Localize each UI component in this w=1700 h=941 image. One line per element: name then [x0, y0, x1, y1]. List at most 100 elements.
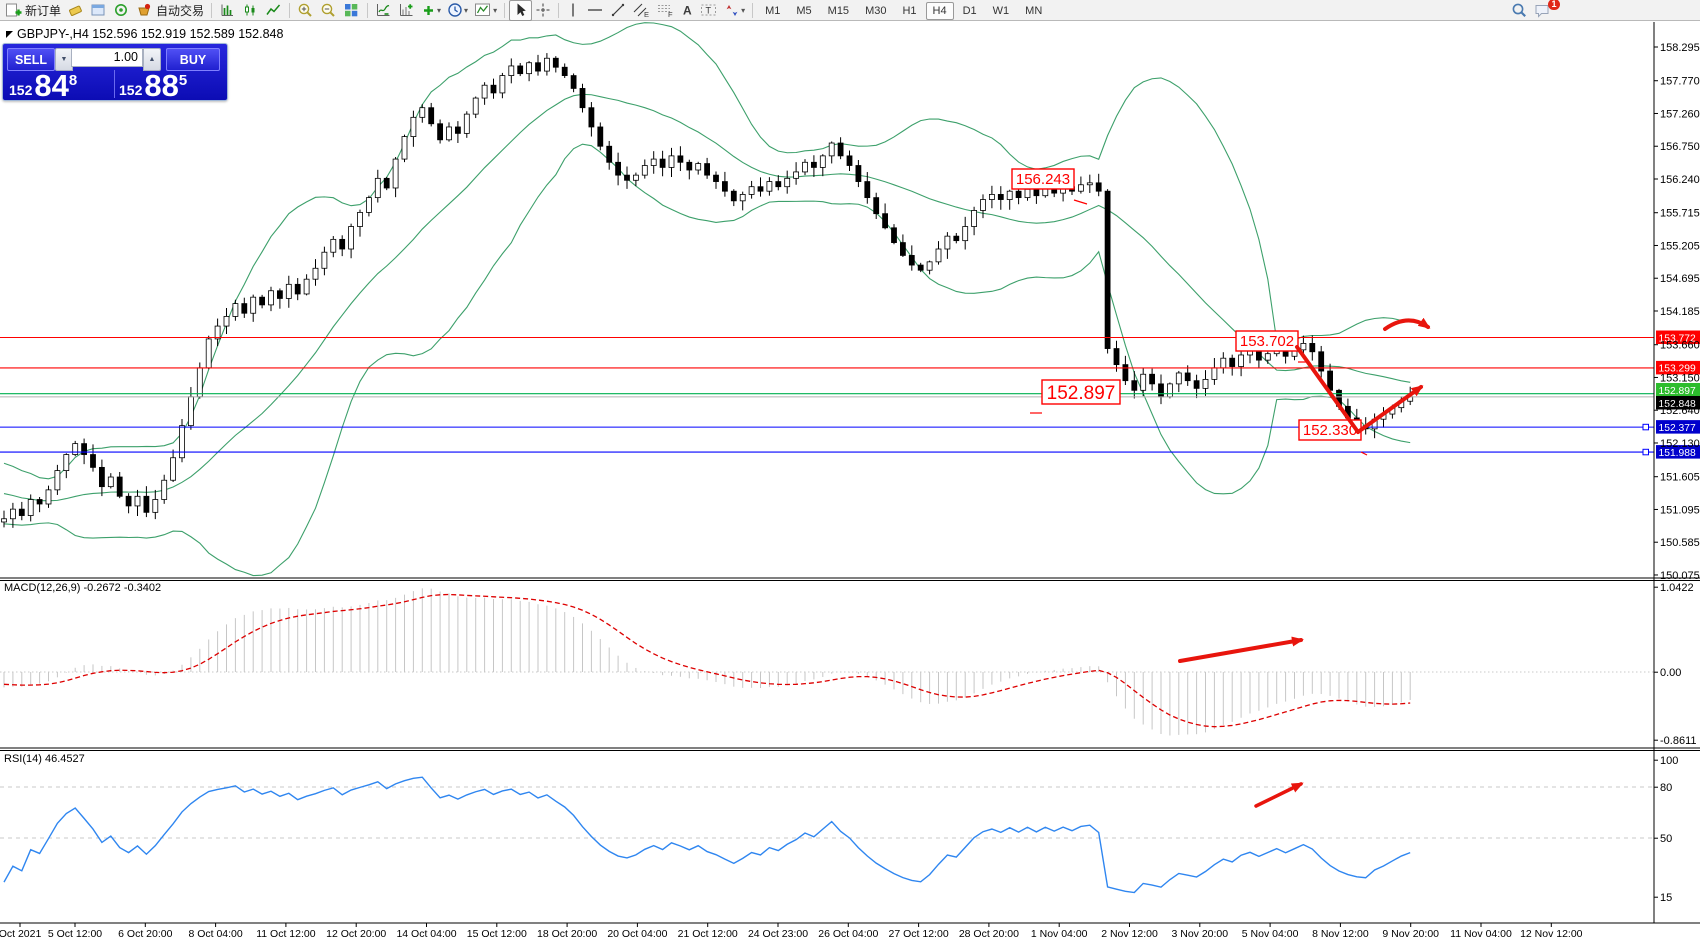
candle-body: [116, 476, 123, 497]
arrows-tool-dropdown[interactable]: ▾: [721, 1, 748, 20]
auto-trading-button[interactable]: 自动交易: [133, 1, 207, 20]
time-axis-label[interactable]: 11 Oct 12:00: [256, 928, 316, 940]
time-axis-label[interactable]: 15 Oct 12:00: [467, 928, 527, 940]
time-axis-label[interactable]: 8 Nov 12:00: [1312, 928, 1369, 940]
signal-button[interactable]: [110, 1, 133, 20]
eraser-button[interactable]: [64, 1, 87, 20]
time-axis-label[interactable]: 5 Oct 12:00: [48, 928, 102, 940]
time-axis-label[interactable]: 18 Oct 20:00: [537, 928, 597, 940]
timeframe-h1[interactable]: H1: [902, 5, 917, 17]
candle-body: [1229, 357, 1236, 367]
buy-button[interactable]: BUY: [166, 48, 220, 71]
price-label-object[interactable]: 153.702: [1235, 330, 1308, 363]
timeframe-h4[interactable]: H4: [925, 2, 954, 20]
fibonacci-tool-button[interactable]: F: [653, 1, 677, 20]
price-label-object[interactable]: 156.243: [1011, 168, 1088, 205]
candle-body: [650, 158, 657, 166]
label-text: 156.243: [1016, 171, 1070, 188]
horizontal-line-tool-button[interactable]: [583, 1, 607, 20]
chart-title-text: GBPJPY-,H4 152.596 152.919 152.589 152.8…: [17, 27, 284, 41]
time-axis-label[interactable]: 11 Nov 04:00: [1450, 928, 1512, 940]
timeframe-m5[interactable]: M5: [796, 5, 812, 17]
volume-increase-button[interactable]: ▲: [143, 48, 161, 71]
price-axis-label: 157.260: [1660, 108, 1700, 120]
template-dropdown[interactable]: ▾: [471, 1, 500, 20]
candle-body: [1211, 367, 1218, 380]
time-axis-label[interactable]: 2 Nov 12:00: [1101, 928, 1158, 940]
line-handle[interactable]: [1642, 448, 1649, 456]
market-watch-button[interactable]: [87, 1, 110, 20]
macd-label: MACD(12,26,9) -0.2672 -0.3402: [4, 582, 162, 594]
sell-price[interactable]: 152 84 8: [9, 70, 77, 101]
timeframe-w1[interactable]: W1: [992, 5, 1010, 17]
time-axis-label[interactable]: Oct 2021: [0, 928, 41, 940]
time-axis-label[interactable]: 21 Oct 12:00: [678, 928, 738, 940]
time-axis-label[interactable]: 6 Oct 20:00: [118, 928, 172, 940]
time-axis-label[interactable]: 9 Nov 20:00: [1382, 928, 1439, 940]
time-axis-label[interactable]: 12 Oct 20:00: [326, 928, 386, 940]
time-axis-label[interactable]: 8 Oct 04:00: [188, 928, 242, 940]
time-axis-label[interactable]: 12 Nov 12:00: [1520, 928, 1583, 940]
label-box: [1235, 330, 1299, 352]
time-axis-label[interactable]: 14 Oct 04:00: [396, 928, 456, 940]
time-axis-label[interactable]: 20 Oct 04:00: [607, 928, 667, 940]
cursor-tool-button[interactable]: [509, 0, 533, 21]
candlestick-chart-button[interactable]: [239, 1, 262, 20]
channel-tool-button[interactable]: E: [629, 1, 653, 20]
tile-windows-button[interactable]: [340, 1, 363, 20]
template-icon: [474, 2, 492, 18]
price-up-arrow[interactable]: [1356, 385, 1424, 434]
reversal-hook-arrow[interactable]: [1383, 317, 1431, 331]
vertical-line-icon: [566, 2, 580, 18]
timeframe-mn[interactable]: MN: [1025, 5, 1043, 17]
timeframe-d1[interactable]: D1: [962, 5, 977, 17]
label-tool-button[interactable]: T: [697, 1, 721, 20]
price-path-line[interactable]: [1295, 345, 1360, 434]
timeframe-m1[interactable]: M1: [765, 5, 781, 17]
indicators-button[interactable]: [372, 1, 395, 20]
bar-chart-button[interactable]: [216, 1, 239, 20]
price-label-object[interactable]: 152.330: [1298, 419, 1368, 456]
price-tag-text: 153.772: [1659, 333, 1696, 344]
time-axis-label[interactable]: 5 Nov 04:00: [1242, 928, 1299, 940]
time-axis-label[interactable]: 27 Oct 12:00: [889, 928, 949, 940]
candle-body: [9, 508, 16, 520]
candle-body: [241, 303, 248, 314]
price-label-object[interactable]: 152.897: [1030, 379, 1121, 414]
notifications-button[interactable]: 1: [1531, 0, 1560, 20]
zoom-out-button[interactable]: [317, 1, 340, 20]
zoom-in-button[interactable]: [294, 1, 317, 20]
timeframe-m30[interactable]: M30: [865, 5, 887, 17]
trendline-tool-button[interactable]: [607, 1, 629, 20]
candle-body: [624, 174, 630, 181]
timeframe-m15[interactable]: M15: [827, 5, 850, 17]
vertical-line-tool-button[interactable]: [563, 1, 583, 20]
time-axis-label[interactable]: 28 Oct 20:00: [959, 928, 1019, 940]
search-button[interactable]: [1508, 1, 1531, 20]
periods-button[interactable]: [395, 1, 418, 20]
candle-body: [579, 88, 586, 109]
label-leader: [1073, 199, 1088, 205]
candle-body: [766, 181, 773, 192]
new-order-button[interactable]: 新订单: [2, 1, 64, 20]
candle-body: [232, 303, 239, 317]
price-tag-text: 153.299: [1659, 364, 1696, 375]
chart-canvas[interactable]: 153.772 153.299 152.897 152.377 151.988 152.8…: [0, 21, 1700, 941]
volume-input[interactable]: 1.00: [71, 48, 143, 67]
add-indicator-dropdown[interactable]: ▾: [418, 1, 444, 20]
time-axis-label[interactable]: 26 Oct 04:00: [818, 928, 878, 940]
buy-price[interactable]: 152 88 5: [119, 70, 187, 101]
time-axis-label[interactable]: 3 Nov 20:00: [1171, 928, 1228, 940]
time-axis-label[interactable]: 1 Nov 04:00: [1031, 928, 1088, 940]
period-dropdown[interactable]: ▾: [444, 1, 471, 20]
rsi-trend-arrow[interactable]: [1254, 782, 1304, 808]
line-handle[interactable]: [1642, 423, 1649, 431]
sell-button[interactable]: SELL: [7, 48, 55, 71]
macd-signal-line: [3, 593, 1411, 728]
macd-trend-arrow[interactable]: [1178, 636, 1304, 663]
line-chart-button[interactable]: [262, 1, 285, 20]
text-tool-button[interactable]: A: [677, 1, 697, 20]
crosshair-tool-button[interactable]: [532, 1, 554, 20]
time-axis-label[interactable]: 24 Oct 23:00: [748, 928, 808, 940]
rsi-axis-label: 15: [1660, 892, 1672, 904]
